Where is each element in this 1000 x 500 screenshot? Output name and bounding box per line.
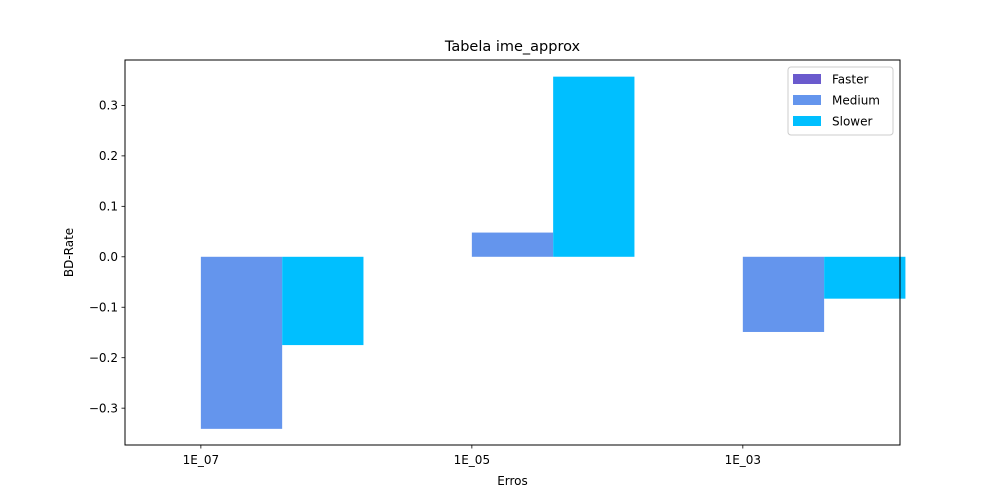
bars-layer xyxy=(200,76,906,429)
plot-frame xyxy=(124,59,901,446)
legend-swatch-faster xyxy=(793,74,821,84)
y-tick-label: −0.1 xyxy=(89,301,118,315)
legend: Faster Medium Slower xyxy=(787,66,894,136)
bar-medium-1e_07 xyxy=(200,256,283,429)
legend-label-slower: Slower xyxy=(832,115,872,129)
y-tick-label: −0.3 xyxy=(89,401,118,415)
x-axis: 1E_07 1E_05 1E_03 xyxy=(183,445,761,467)
y-tick-label: −0.2 xyxy=(89,351,118,365)
x-tick-label: 1E_05 xyxy=(454,453,491,467)
legend-label-faster: Faster xyxy=(832,73,868,87)
x-tick-label: 1E_07 xyxy=(183,453,220,467)
legend-swatch-medium xyxy=(793,95,821,105)
bar-medium-1e_03 xyxy=(742,256,825,332)
y-tick-label: 0.2 xyxy=(99,149,118,163)
bar-slower-1e_07 xyxy=(282,256,364,346)
bar-medium-1e_05 xyxy=(471,232,554,257)
legend-swatch-slower xyxy=(793,116,821,126)
bar-slower-1e_03 xyxy=(824,256,906,299)
legend-label-medium: Medium xyxy=(832,94,880,108)
x-axis-title: Erros xyxy=(497,474,528,488)
x-tick-label: 1E_03 xyxy=(725,453,762,467)
y-tick-label: 0.1 xyxy=(99,200,118,214)
y-axis-title: BD-Rate xyxy=(62,228,76,277)
y-tick-label: 0.0 xyxy=(99,250,118,264)
y-tick-label: 0.3 xyxy=(99,99,118,113)
bar-slower-1e_05 xyxy=(553,76,635,257)
chart-title: Tabela ime_approx xyxy=(444,39,581,55)
y-axis: −0.3 −0.2 −0.1 0.0 0.1 0.2 0.3 xyxy=(89,99,125,415)
